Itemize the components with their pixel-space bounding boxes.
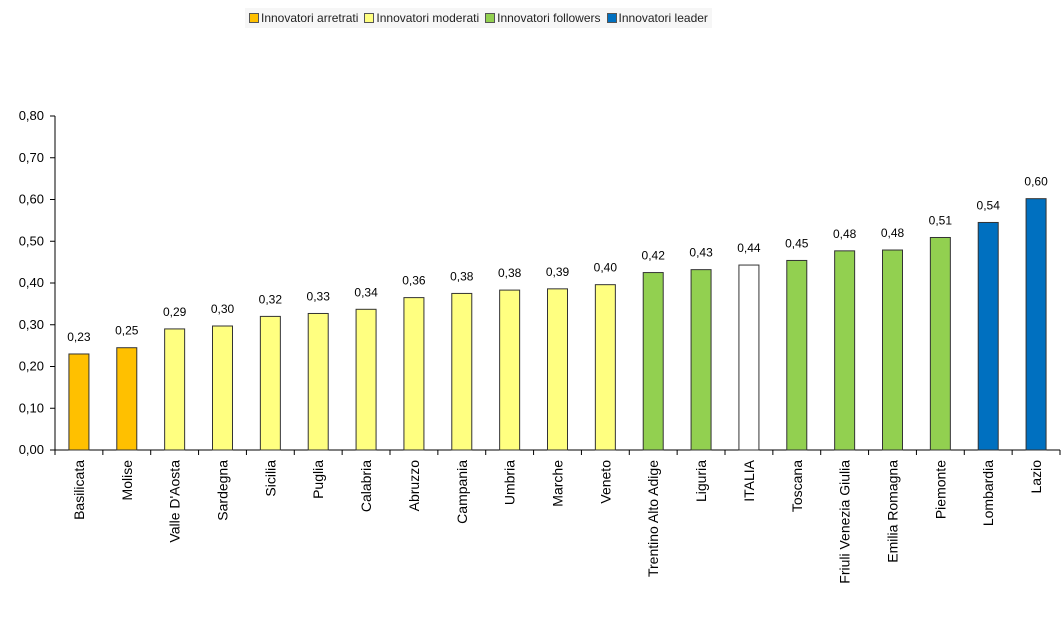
category-label: Valle D'Aosta	[167, 460, 183, 543]
legend-swatch	[606, 13, 617, 23]
category-label: Trentino Alto Adige	[645, 460, 661, 577]
bar	[834, 250, 856, 451]
bar	[642, 272, 664, 451]
data-label: 0,34	[354, 285, 378, 299]
bar	[451, 292, 473, 451]
category-label: Umbria	[502, 460, 518, 505]
bar	[116, 347, 138, 451]
legend-swatch	[249, 13, 259, 23]
category-label: Calabria	[358, 460, 374, 512]
data-label: 0,51	[929, 213, 953, 227]
data-label: 0,42	[642, 249, 666, 263]
y-tick-label: 0,80	[19, 108, 44, 123]
bar	[547, 288, 568, 451]
legend-item: Innovatori followers	[485, 11, 601, 25]
data-label: 0,29	[163, 305, 187, 319]
data-label: 0,45	[785, 236, 809, 250]
category-label: Lazio	[1028, 460, 1044, 494]
bar	[212, 325, 233, 451]
legend-item: Innovatori moderati	[364, 11, 479, 25]
category-label: Marche	[550, 460, 566, 507]
legend-item: Innovatori leader	[606, 11, 708, 25]
y-tick-label: 0,10	[19, 400, 44, 415]
category-label: Sardegna	[215, 460, 231, 521]
legend-item: Innovatori arretrati	[249, 11, 358, 25]
data-label: 0,25	[115, 324, 139, 338]
category-label: Molise	[119, 460, 135, 501]
legend-label: Innovatori leader	[618, 11, 708, 25]
bar	[355, 308, 377, 451]
y-tick-label: 0,40	[19, 275, 44, 290]
category-label: Toscana	[789, 460, 805, 512]
y-tick-label: 0,30	[19, 317, 44, 332]
bar	[164, 328, 186, 451]
y-tick-label: 0,60	[19, 192, 44, 207]
legend-swatch	[485, 13, 496, 23]
bar	[690, 269, 712, 451]
category-label: Lombardia	[980, 460, 996, 526]
bar	[594, 284, 616, 451]
bar	[929, 236, 951, 451]
category-label: Piemonte	[932, 460, 948, 519]
category-label: Liguria	[693, 460, 709, 502]
category-label: Sicilia	[262, 460, 278, 497]
bar	[1025, 198, 1047, 451]
y-tick-label: 0,50	[19, 233, 44, 248]
category-label: Campania	[454, 460, 470, 524]
chart-legend: Innovatori arretrati Innovatori moderati I…	[245, 8, 712, 28]
legend-label: Innovatori followers	[497, 11, 601, 25]
bar	[882, 249, 903, 451]
category-label: Friuli Venezia Giulia	[837, 460, 853, 584]
data-label: 0,38	[450, 269, 474, 283]
data-label: 0,48	[881, 226, 905, 240]
bar	[738, 264, 760, 451]
data-label: 0,23	[67, 330, 91, 344]
category-label: Emilia Romagna	[885, 460, 901, 563]
data-label: 0,54	[977, 198, 1001, 212]
bar	[403, 297, 425, 451]
category-label: Puglia	[310, 460, 326, 499]
data-label: 0,36	[402, 274, 426, 288]
data-label: 0,39	[546, 265, 570, 279]
category-label: ITALIA	[741, 459, 757, 501]
y-tick-label: 0,20	[19, 359, 44, 374]
data-label: 0,60	[1024, 175, 1048, 189]
y-tick-label: 0,00	[19, 442, 44, 457]
bar	[68, 353, 90, 451]
data-label: 0,33	[307, 289, 331, 303]
data-label: 0,48	[833, 227, 857, 241]
bar	[307, 312, 329, 451]
data-label: 0,43	[689, 246, 713, 260]
y-tick-label: 0,70	[19, 150, 44, 165]
data-label: 0,32	[259, 292, 283, 306]
bar	[977, 221, 999, 451]
data-label: 0,44	[737, 241, 761, 255]
bar	[786, 259, 808, 451]
data-label: 0,30	[211, 302, 235, 316]
data-label: 0,40	[594, 261, 618, 275]
legend-swatch	[364, 13, 375, 23]
bar	[499, 289, 521, 451]
bar	[259, 315, 281, 451]
category-label: Abruzzo	[406, 460, 422, 512]
category-label: Veneto	[597, 460, 613, 504]
category-label: Basilicata	[71, 460, 87, 520]
data-label: 0,38	[498, 266, 522, 280]
legend-label: Innovatori moderati	[376, 11, 480, 25]
legend-label: Innovatori arretrati	[261, 11, 359, 25]
